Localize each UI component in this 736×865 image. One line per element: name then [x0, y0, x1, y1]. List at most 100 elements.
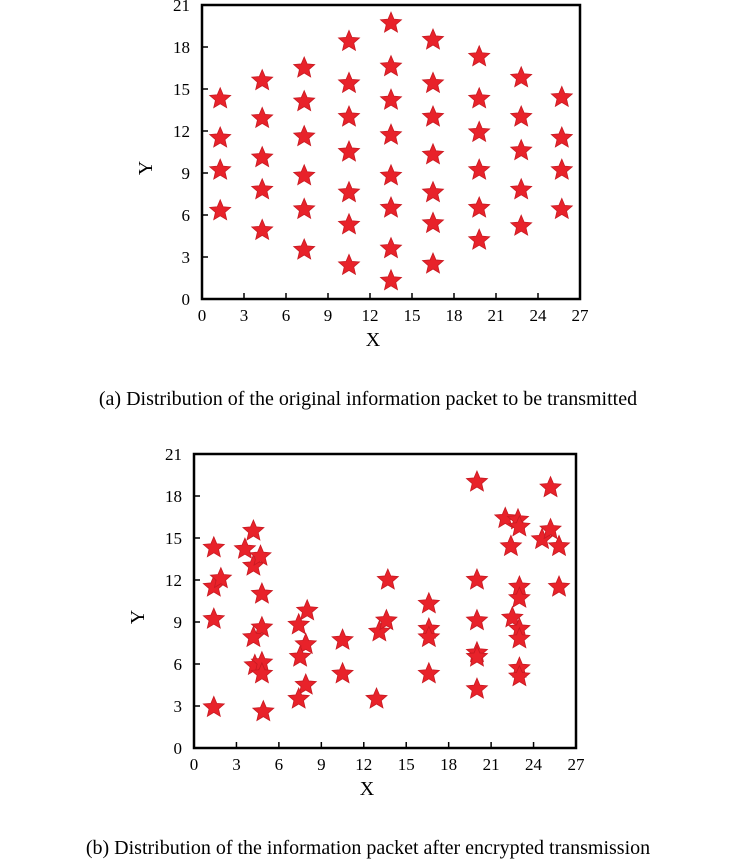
- y-tick-label: 12: [173, 122, 190, 141]
- data-point-star: [417, 625, 441, 648]
- data-point-star: [379, 268, 403, 291]
- data-point-star: [251, 699, 275, 722]
- y-tick-label: 15: [165, 529, 182, 548]
- y-axis-label: Y: [135, 161, 157, 175]
- data-point-star: [509, 214, 533, 236]
- data-point-star: [421, 211, 445, 234]
- data-point-star: [467, 228, 491, 250]
- data-point-star: [509, 138, 533, 161]
- data-point-star: [467, 86, 491, 109]
- data-point-star: [337, 180, 361, 203]
- plot-frame: [192, 452, 578, 750]
- y-tick-label: 9: [174, 613, 183, 632]
- data-point-star: [499, 534, 523, 557]
- data-point-star: [379, 236, 403, 259]
- y-tick-label: 21: [165, 445, 182, 464]
- data-point-star: [539, 475, 562, 498]
- data-point-star: [292, 55, 316, 78]
- x-tick-label: 15: [404, 306, 421, 325]
- data-point-star: [465, 677, 489, 699]
- data-point-star: [376, 567, 400, 590]
- data-point-star: [250, 145, 274, 168]
- data-point-star: [250, 581, 274, 604]
- data-point-star: [250, 218, 274, 241]
- data-point-star: [331, 628, 354, 650]
- data-point-star: [241, 518, 265, 541]
- data-point-star: [337, 29, 361, 52]
- data-point-star: [337, 212, 361, 235]
- data-point-star: [379, 163, 403, 186]
- y-tick-label: 15: [173, 80, 190, 99]
- x-tick-label: 12: [355, 755, 372, 774]
- data-point-star: [379, 54, 403, 77]
- x-axis-label: X: [360, 778, 375, 800]
- data-point-star: [295, 598, 319, 621]
- data-point-star: [421, 27, 445, 50]
- data-point-star: [467, 158, 491, 180]
- data-point-star: [367, 619, 391, 642]
- chart-encrypted-distribution: 0 3 6 9 12 15 18 21 24 27 0 3 6 9 12 15 18 21 X Y (b) Distri…: [86, 445, 650, 859]
- data-point-star: [465, 567, 489, 590]
- data-point-star: [292, 237, 316, 260]
- y-tick-label: 6: [182, 206, 191, 225]
- data-point-star: [250, 661, 274, 684]
- data-point-star: [288, 644, 312, 667]
- data-point-star: [550, 85, 574, 108]
- data-point-star: [337, 253, 361, 276]
- data-point-star: [421, 180, 445, 203]
- data-point-star: [550, 197, 574, 220]
- figure-caption: (a) Distribution of the original informa…: [99, 388, 637, 410]
- data-point-star: [509, 65, 533, 88]
- data-point-star: [421, 251, 445, 274]
- data-point-star: [467, 195, 491, 218]
- data-point-star: [292, 163, 316, 186]
- data-point-star: [292, 89, 316, 112]
- x-tick-label: 24: [525, 755, 543, 774]
- data-point-star: [241, 625, 265, 648]
- plot-frame: [200, 3, 582, 301]
- data-point-star: [467, 44, 491, 67]
- x-tick-label: 6: [275, 755, 284, 774]
- x-tick-label: 24: [530, 306, 548, 325]
- y-tick-label: 0: [182, 290, 191, 309]
- data-point-star: [241, 553, 265, 576]
- x-tick-label: 21: [483, 755, 500, 774]
- data-point-star: [250, 615, 274, 638]
- chart-original-distribution: 0 3 6 9 12 15 18 21 24 27 0 3 6 9 12 15 18 21 X Y (a) Distri…: [99, 0, 637, 410]
- y-tick-label: 9: [182, 164, 191, 183]
- y-tick-label: 18: [165, 487, 182, 506]
- y-tick-label: 21: [173, 0, 190, 15]
- data-point-star: [379, 88, 403, 110]
- data-point-star: [250, 177, 274, 200]
- data-point-star: [365, 686, 388, 709]
- data-point-star: [507, 626, 531, 649]
- x-tick-label: 18: [440, 755, 457, 774]
- data-point-star: [208, 158, 232, 180]
- data-point-star: [337, 104, 361, 127]
- x-tick-label: 27: [572, 306, 590, 325]
- data-point-star: [250, 106, 274, 129]
- data-point-star: [421, 142, 445, 165]
- data-point-star: [465, 608, 489, 631]
- data-point-star: [208, 125, 232, 148]
- data-point-star: [547, 534, 571, 557]
- figure-caption: (b) Distribution of the information pack…: [86, 837, 650, 859]
- x-tick-label: 9: [324, 306, 333, 325]
- data-point-star: [417, 591, 441, 614]
- data-point-star: [287, 612, 311, 635]
- data-point-star: [287, 686, 311, 709]
- data-point-star: [509, 177, 533, 200]
- x-tick-label: 0: [190, 755, 199, 774]
- y-tick-label: 3: [174, 697, 183, 716]
- data-point-star: [202, 607, 226, 629]
- data-point-star: [209, 566, 233, 589]
- data-point-star: [331, 661, 354, 684]
- x-tick-label: 21: [488, 306, 505, 325]
- data-point-star: [493, 506, 517, 529]
- data-point-star: [337, 71, 361, 94]
- data-point-star: [337, 139, 361, 162]
- x-tick-label: 15: [398, 755, 415, 774]
- x-axis-label: X: [366, 329, 381, 351]
- data-point-star: [507, 514, 531, 537]
